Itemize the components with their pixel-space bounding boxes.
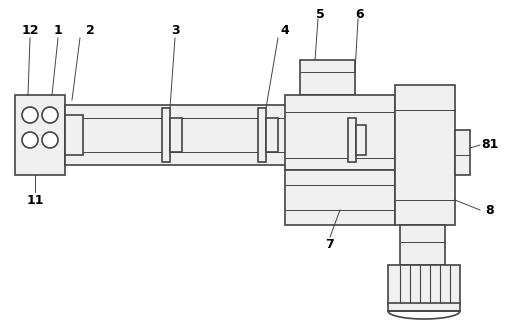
Circle shape <box>22 107 38 123</box>
Bar <box>388 265 460 305</box>
Text: 1: 1 <box>54 23 63 37</box>
Bar <box>65 105 390 165</box>
Text: 7: 7 <box>326 239 335 251</box>
Bar <box>285 170 395 225</box>
Text: 11: 11 <box>26 194 44 206</box>
Bar <box>65 115 83 155</box>
Text: 12: 12 <box>21 23 39 37</box>
Bar <box>400 225 445 265</box>
Text: 6: 6 <box>356 7 365 21</box>
Text: 3: 3 <box>171 23 179 37</box>
Bar <box>15 95 65 175</box>
Circle shape <box>22 132 38 148</box>
Bar <box>455 130 470 175</box>
Bar <box>388 303 460 311</box>
Text: 2: 2 <box>86 23 94 37</box>
Bar <box>258 108 266 162</box>
Circle shape <box>42 107 58 123</box>
Text: 8: 8 <box>485 204 494 216</box>
Bar <box>356 125 366 155</box>
Bar <box>300 60 355 95</box>
Text: 4: 4 <box>281 23 289 37</box>
Bar <box>162 108 170 162</box>
Bar <box>395 85 455 225</box>
Circle shape <box>42 132 58 148</box>
Bar <box>170 118 182 152</box>
Bar <box>285 95 395 170</box>
Text: 81: 81 <box>481 138 499 152</box>
Bar <box>266 118 278 152</box>
Text: 5: 5 <box>316 7 325 21</box>
Bar <box>348 118 356 162</box>
